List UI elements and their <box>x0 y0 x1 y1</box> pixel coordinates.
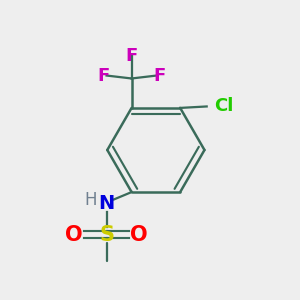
Text: O: O <box>65 225 83 245</box>
Text: S: S <box>99 225 114 245</box>
Text: N: N <box>98 194 115 213</box>
Text: Cl: Cl <box>214 98 233 116</box>
Text: F: F <box>153 67 166 85</box>
Text: F: F <box>98 67 110 85</box>
Text: H: H <box>84 191 97 209</box>
Text: F: F <box>125 47 138 65</box>
Text: O: O <box>130 225 148 245</box>
